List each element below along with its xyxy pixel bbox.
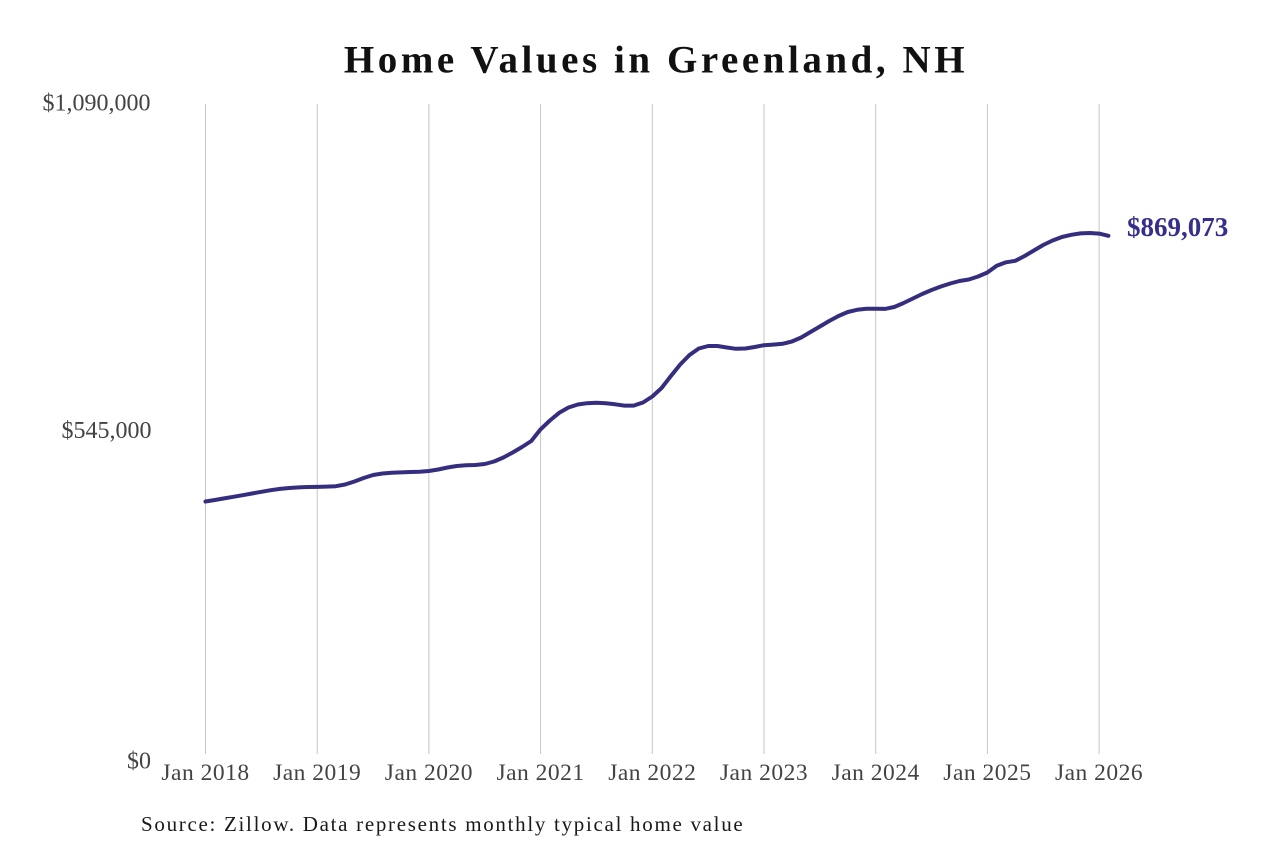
svg-text:Jan 2018: Jan 2018 [161,760,249,786]
svg-text:$1,090,000: $1,090,000 [43,91,151,117]
svg-text:Home Values in Greenland, NH: Home Values in Greenland, NH [344,39,968,82]
svg-text:Jan 2021: Jan 2021 [496,760,584,786]
svg-text:Jan 2023: Jan 2023 [720,760,808,786]
svg-text:$0: $0 [127,749,151,775]
svg-text:Jan 2020: Jan 2020 [385,760,473,786]
svg-text:Jan 2024: Jan 2024 [832,760,920,786]
svg-text:$545,000: $545,000 [62,418,152,444]
svg-text:Jan 2025: Jan 2025 [943,760,1031,786]
svg-text:Jan 2019: Jan 2019 [273,760,361,786]
svg-text:Jan 2022: Jan 2022 [608,760,696,786]
svg-text:Source: Zillow. Data represent: Source: Zillow. Data represents monthly … [141,812,744,836]
svg-text:Jan 2026: Jan 2026 [1055,760,1143,786]
svg-text:$869,073: $869,073 [1127,212,1228,242]
